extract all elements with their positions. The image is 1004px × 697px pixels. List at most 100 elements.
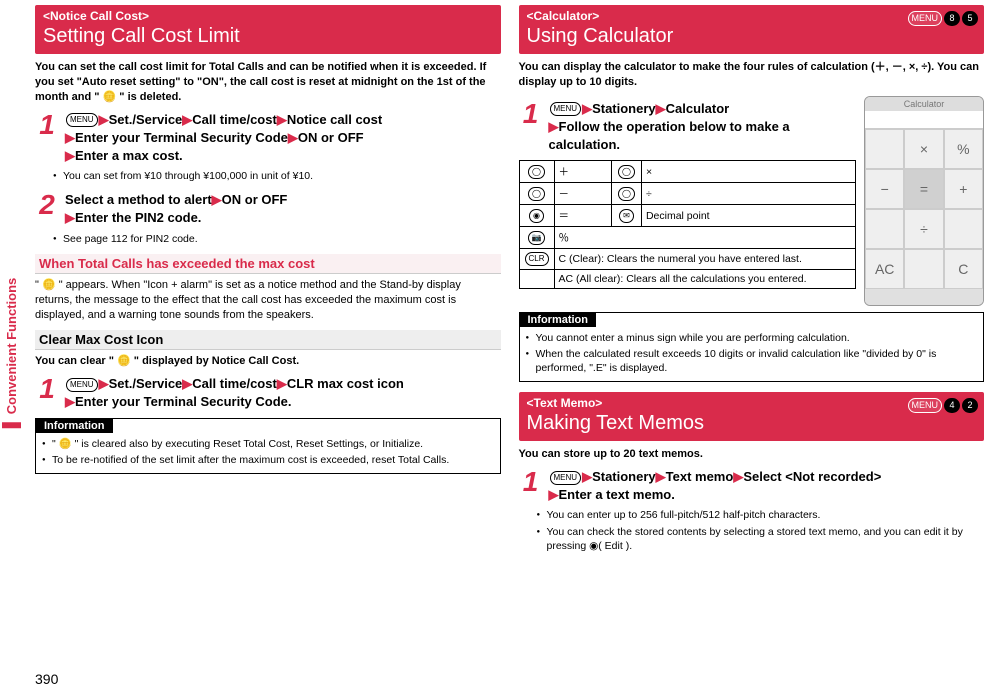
path-seg: Set./Service (109, 112, 183, 127)
table-row: ◯ ＋ ◯ × (519, 161, 856, 183)
nav-key-icon: ◯ (618, 165, 635, 179)
path-seg: Enter your Terminal Security Code. (75, 394, 291, 409)
menu-chip-icon: MENU (908, 398, 943, 413)
path-seg: Enter the PIN2 code. (75, 210, 201, 225)
path-seg: Select a method to alert (65, 192, 212, 207)
step-number: 1 (519, 100, 543, 128)
step-body: MENU▶Stationery▶Text memo▶Select <Not re… (549, 468, 985, 504)
calc-btn: + (944, 169, 983, 209)
shortcut-chips: MENU 4 2 (908, 398, 979, 413)
cell: ＋ (554, 161, 611, 183)
memo-step-1: 1 MENU▶Stationery▶Text memo▶Select <Not … (519, 468, 985, 504)
note-item: You can set from ¥10 through ¥100,000 in… (53, 169, 501, 183)
section-title: Setting Call Cost Limit (43, 25, 493, 48)
cell: ＝ (554, 205, 611, 227)
step-body: MENU▶Set./Service▶Call time/cost▶Notice … (65, 111, 501, 166)
calc-layout: 1 MENU▶Stationery▶Calculator ▶Follow the… (519, 96, 985, 306)
path-seg: ON or OFF (222, 192, 288, 207)
path-seg: Notice call cost (287, 112, 382, 127)
page-number: 390 (35, 671, 58, 687)
path-seg: ON or OFF (298, 130, 364, 145)
exceed-heading: When Total Calls has exceeded the max co… (35, 254, 501, 274)
table-row: ◯ － ◯ ÷ (519, 183, 856, 205)
section-tag: <Notice Call Cost> (43, 9, 493, 23)
calc-btn: % (944, 129, 983, 169)
step-2: 2 Select a method to alert▶ON or OFF ▶En… (35, 191, 501, 227)
left-column: <Notice Call Cost> Setting Call Cost Lim… (35, 5, 501, 692)
menu-key-icon: MENU (66, 113, 98, 127)
side-tab: Convenient Functions (2, 269, 21, 428)
path-seg: Enter your Terminal Security Code (75, 130, 288, 145)
nav-key-icon: ◯ (528, 165, 545, 179)
cell: Decimal point (641, 205, 855, 227)
path-seg: Calculator (666, 101, 730, 116)
clr-key-icon: CLR (525, 252, 549, 266)
step-number: 1 (35, 375, 59, 403)
step-body: Select a method to alert▶ON or OFF ▶Ente… (65, 191, 501, 227)
clear-step: 1 MENU▶Set./Service▶Call time/cost▶CLR m… (35, 375, 501, 411)
path-seg: Enter a text memo. (559, 487, 675, 502)
calc-display (865, 111, 983, 129)
calc-btn: × (904, 129, 943, 169)
path-seg: Stationery (592, 101, 656, 116)
calc-steps: 1 MENU▶Stationery▶Calculator ▶Follow the… (519, 96, 857, 290)
camera-key-icon: 📷 (528, 231, 546, 245)
num-chip-icon: 5 (962, 11, 978, 26)
path-seg: Select <Not recorded> (743, 469, 881, 484)
memo-intro: You can store up to 20 text memos. (519, 447, 985, 462)
step2-notes: See page 112 for PIN2 code. (53, 232, 501, 246)
calc-intro: You can display the calculator to make t… (519, 60, 985, 90)
mail-key-icon: ✉ (619, 209, 634, 223)
center-key-icon: ◉ (529, 209, 544, 223)
step-body: MENU▶Set./Service▶Call time/cost▶CLR max… (65, 375, 501, 411)
num-chip-icon: 4 (944, 398, 960, 413)
calc-btn: − (865, 169, 904, 209)
calc-btn: = (904, 169, 943, 209)
cell: ÷ (641, 183, 855, 205)
calc-btn (865, 129, 904, 169)
step1-notes: You can set from ¥10 through ¥100,000 in… (53, 169, 501, 183)
note-item: See page 112 for PIN2 code. (53, 232, 501, 246)
calc-btn (944, 209, 983, 249)
section-title: Making Text Memos (527, 412, 977, 435)
step-number: 2 (35, 191, 59, 219)
cell: － (554, 183, 611, 205)
calc-step-1: 1 MENU▶Stationery▶Calculator ▶Follow the… (519, 100, 857, 155)
menu-key-icon: MENU (550, 102, 582, 116)
clear-intro: You can clear " 🪙 " displayed by Notice … (35, 354, 501, 369)
info-item: To be re-notified of the set limit after… (42, 453, 494, 467)
memo-notes: You can enter up to 256 full-pitch/512 h… (537, 508, 985, 553)
path-seg: Text memo (666, 469, 734, 484)
path-seg: Set./Service (109, 376, 183, 391)
notice-call-cost-head: <Notice Call Cost> Setting Call Cost Lim… (35, 5, 501, 54)
table-row: CLR C (Clear): Clears the numeral you ha… (519, 249, 856, 270)
notice-intro: You can set the call cost limit for Tota… (35, 60, 501, 105)
path-seg: Stationery (592, 469, 656, 484)
step-body: MENU▶Stationery▶Calculator ▶Follow the o… (549, 100, 857, 155)
info-item: When the calculated result exceeds 10 di… (526, 347, 978, 375)
calc-btn (865, 209, 904, 249)
info-item: You cannot enter a minus sign while you … (526, 331, 978, 345)
calc-key-table: ◯ ＋ ◯ × ◯ － ◯ ÷ ◉ ＝ ✉ De (519, 160, 857, 289)
path-seg: CLR max cost icon (287, 376, 404, 391)
calculator-head: <Calculator> Using Calculator MENU 8 5 (519, 5, 985, 54)
section-title: Using Calculator (527, 25, 977, 48)
info-box-calc: Information You cannot enter a minus sig… (519, 312, 985, 383)
path-seg: Call time/cost (192, 112, 277, 127)
table-row: 📷 ％ (519, 227, 856, 249)
menu-key-icon: MENU (66, 378, 98, 392)
calc-title-bar: Calculator (865, 97, 983, 111)
step-1: 1 MENU▶Set./Service▶Call time/cost▶Notic… (35, 111, 501, 166)
calc-btn: ÷ (904, 209, 943, 249)
num-chip-icon: 8 (944, 11, 960, 26)
step-number: 1 (519, 468, 543, 496)
info-box-left: Information " 🪙 " is cleared also by exe… (35, 418, 501, 474)
calc-btn (904, 249, 943, 289)
info-item: " 🪙 " is cleared also by executing Reset… (42, 437, 494, 451)
cell: C (Clear): Clears the numeral you have e… (554, 249, 855, 270)
table-row: ◉ ＝ ✉ Decimal point (519, 205, 856, 227)
calc-btn: C (944, 249, 983, 289)
text-memo-head: <Text Memo> Making Text Memos MENU 4 2 (519, 392, 985, 441)
nav-key-icon: ◯ (528, 187, 545, 201)
calc-btn: AC (865, 249, 904, 289)
